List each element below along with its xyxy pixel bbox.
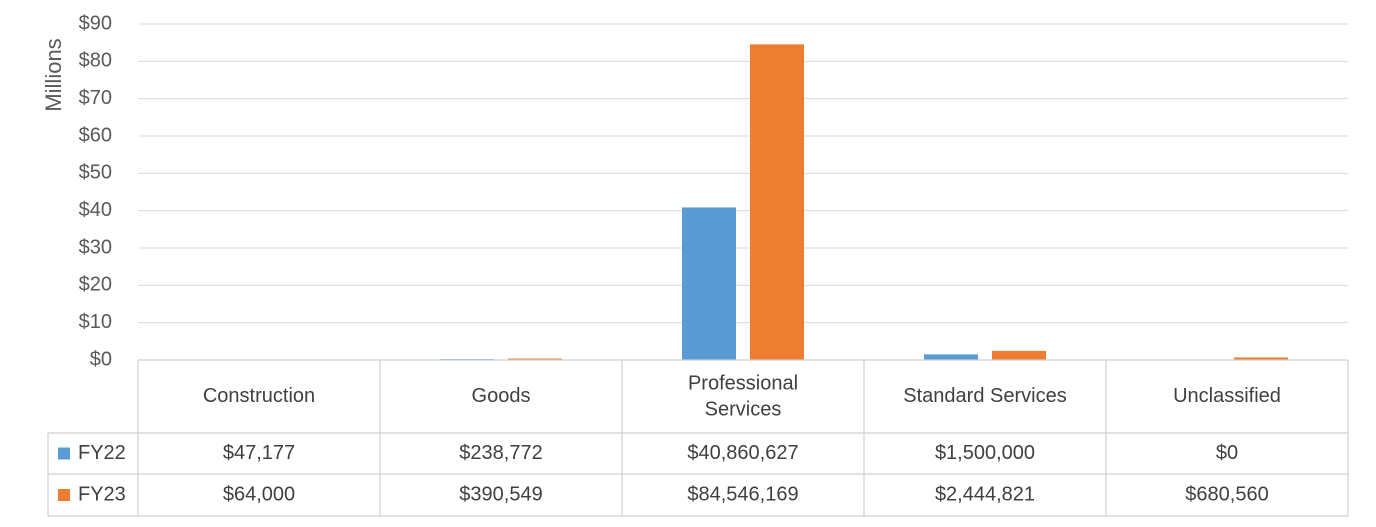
y-tick-label: $80 xyxy=(79,50,112,72)
series-name: FY23 xyxy=(78,483,126,505)
gridlines xyxy=(138,23,1348,324)
data-label: $40,860,627 xyxy=(687,442,798,464)
y-axis-ticks: $0 $10 $20 $30 $40 $50 $60 $70 $80 $90 xyxy=(79,12,112,370)
y-tick-label: $60 xyxy=(79,124,112,146)
data-table: Construction Goods Professional Services Sta… xyxy=(47,359,1349,517)
y-tick-label: $0 xyxy=(90,348,112,370)
y-axis-label: Millions xyxy=(41,38,66,111)
y-tick-label: $10 xyxy=(79,311,112,333)
category-label: Construction xyxy=(203,385,315,407)
series-name: FY22 xyxy=(78,442,126,464)
data-label: $0 xyxy=(1216,442,1238,464)
data-label: $84,546,169 xyxy=(687,483,798,505)
category-label: Standard Services xyxy=(903,385,1066,407)
y-tick-label: $20 xyxy=(79,274,112,296)
bar-fy23-3 xyxy=(992,350,1046,360)
y-tick-label: $30 xyxy=(79,236,112,258)
category-label: Professional Services xyxy=(688,373,798,421)
y-tick-label: $50 xyxy=(79,162,112,184)
data-label: $1,500,000 xyxy=(935,442,1035,464)
data-label: $2,444,821 xyxy=(935,483,1035,505)
bar-fy22-3 xyxy=(924,354,978,360)
y-tick-label: $90 xyxy=(79,12,112,34)
data-label: $390,549 xyxy=(459,483,542,505)
bars xyxy=(198,44,1288,361)
data-label: $680,560 xyxy=(1185,483,1268,505)
data-label: $64,000 xyxy=(223,483,295,505)
bar-fy22-2 xyxy=(682,207,736,360)
category-label: Goods xyxy=(472,385,531,407)
y-tick-label: $40 xyxy=(79,199,112,221)
data-label: $238,772 xyxy=(459,442,542,464)
y-tick-label: $70 xyxy=(79,87,112,109)
legend-key-fy23 xyxy=(58,489,70,501)
data-label: $47,177 xyxy=(223,442,295,464)
bar-fy23-1 xyxy=(508,358,562,360)
legend-key-fy22 xyxy=(58,447,70,460)
bar-fy23-4 xyxy=(1234,357,1288,360)
category-label: Unclassified xyxy=(1173,385,1281,407)
bar-fy23-2 xyxy=(750,44,804,361)
